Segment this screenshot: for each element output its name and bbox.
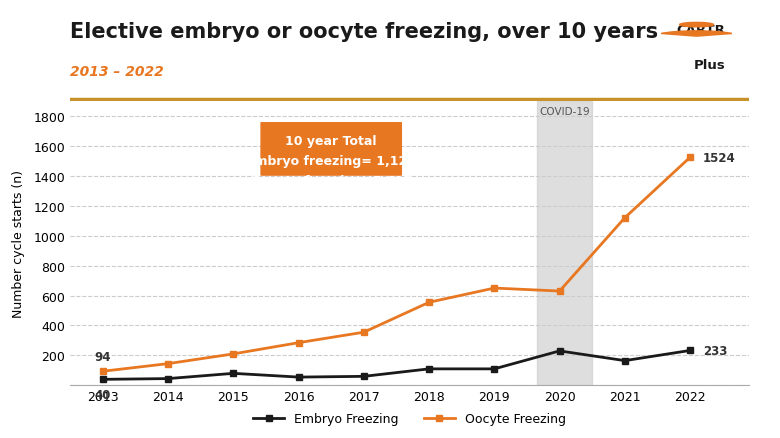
Embryo Freezing [555, 349, 564, 354]
Oocyte Freezing [424, 300, 434, 305]
Text: COVID-19: COVID-19 [540, 106, 590, 116]
Text: 94: 94 [94, 350, 111, 363]
Embryo Freezing [229, 371, 238, 376]
Embryo Freezing [359, 374, 368, 379]
Bar [537, 102, 592, 385]
Embryo Freezing [163, 376, 172, 381]
Circle shape [679, 23, 714, 28]
Oocyte Freezing [229, 351, 238, 357]
Text: Elective embryo or oocyte freezing, over 10 years: Elective embryo or oocyte freezing, over… [70, 22, 658, 42]
Oocyte Freezing [490, 286, 499, 291]
Oocyte Freezing [555, 289, 564, 294]
Text: 40: 40 [94, 389, 111, 401]
Oocyte Freezing [620, 215, 629, 221]
Legend: Embryo Freezing, Oocyte Freezing: Embryo Freezing, Oocyte Freezing [248, 407, 571, 430]
Oocyte Freezing [163, 361, 172, 367]
Embryo Freezing [620, 358, 629, 364]
Line: Embryo Freezing: Embryo Freezing [99, 347, 693, 383]
Embryo Freezing [98, 377, 108, 382]
FancyBboxPatch shape [261, 124, 402, 176]
Embryo Freezing [294, 374, 303, 380]
Text: 1524: 1524 [703, 152, 736, 164]
Y-axis label: Number cycle starts (n): Number cycle starts (n) [12, 170, 25, 318]
Text: Plus: Plus [693, 59, 725, 72]
Text: 10 year Total
Embryo freezing= 1,127
Oocyte freezing=5,610: 10 year Total Embryo freezing= 1,127 Ooc… [246, 134, 417, 187]
Text: 233: 233 [703, 344, 728, 357]
Oocyte Freezing [98, 369, 108, 374]
Embryo Freezing [424, 367, 434, 372]
Oocyte Freezing [294, 340, 303, 346]
Text: 2013 – 2022: 2013 – 2022 [70, 64, 164, 78]
Line: Oocyte Freezing: Oocyte Freezing [99, 155, 693, 375]
Embryo Freezing [490, 367, 499, 372]
Oocyte Freezing [686, 155, 695, 161]
Oocyte Freezing [359, 330, 368, 335]
Wedge shape [661, 32, 732, 37]
Text: CARTR: CARTR [676, 24, 725, 37]
Embryo Freezing [686, 348, 695, 353]
